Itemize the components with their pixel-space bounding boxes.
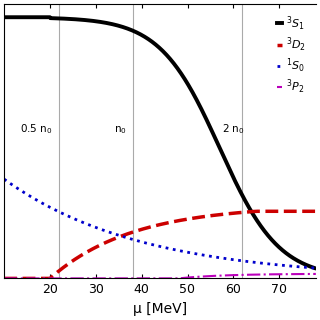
Legend: $^3S_1$, $^3D_2$, $^1S_0$, $^3P_2$: $^3S_1$, $^3D_2$, $^1S_0$, $^3P_2$ (272, 10, 310, 100)
X-axis label: μ [MeV]: μ [MeV] (133, 302, 187, 316)
Text: 2 n$_0$: 2 n$_0$ (222, 122, 244, 136)
Text: n$_0$: n$_0$ (114, 124, 127, 136)
Text: 0.5 n$_0$: 0.5 n$_0$ (20, 122, 53, 136)
